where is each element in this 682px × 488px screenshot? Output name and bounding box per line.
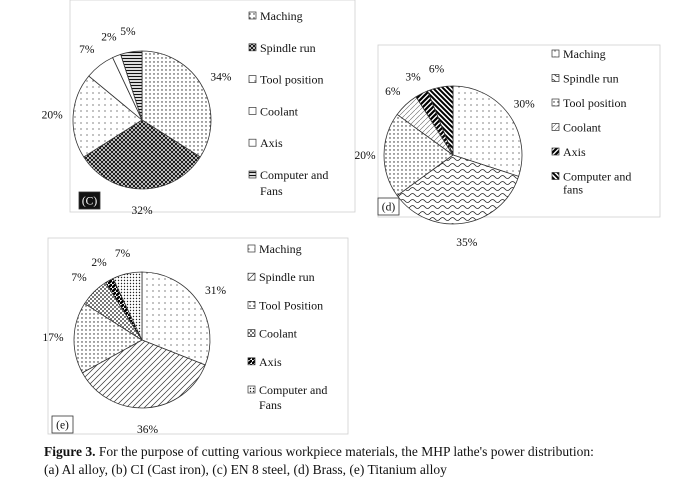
- legend-swatch: [248, 138, 257, 147]
- legend-label: Spindle run: [563, 72, 619, 86]
- legend-label: Axis: [260, 136, 283, 150]
- legend-swatch: [551, 147, 560, 156]
- legend-label: Coolant: [563, 121, 602, 135]
- legend-swatch: [247, 301, 256, 309]
- slice-data-label: 36%: [137, 424, 159, 436]
- slice-data-label: 32%: [131, 205, 153, 217]
- caption-figure-number: Figure 3.: [44, 444, 96, 459]
- slice-data-label: 35%: [456, 237, 478, 249]
- panel-label: (C): [82, 196, 98, 208]
- legend-label: Spindle run: [260, 41, 316, 55]
- caption-line-1: Figure 3. For the purpose of cutting var…: [44, 443, 674, 461]
- pie-chart-1: 30% 35% 20% 6% 3% 6% Maching Spindle run Tool po…: [354, 44, 661, 249]
- legend-swatch: [247, 357, 256, 366]
- legend-label: Computer and: [563, 170, 631, 184]
- figure-caption: Figure 3. For the purpose of cutting var…: [44, 443, 674, 479]
- slice-data-label: 3%: [405, 72, 421, 84]
- caption-text: For the purpose of cutting various workp…: [95, 444, 594, 459]
- legend-swatch: [551, 172, 560, 180]
- pie-chart-0: 34% 32% 20% 7% 2% 5% Maching Spindle run Tool po…: [42, 0, 356, 217]
- chart-frame: [69, 0, 356, 213]
- pie-slice: [141, 271, 211, 366]
- slice-data-label: 7%: [79, 44, 95, 56]
- legend-label: Axis: [563, 145, 586, 159]
- pie-slice: [120, 50, 143, 121]
- slice-data-label: 6%: [385, 86, 401, 98]
- slice-data-label: 20%: [354, 150, 376, 162]
- slice-data-label: 7%: [71, 272, 87, 284]
- slice-data-label: 7%: [115, 248, 131, 260]
- legend-label: Spindle run: [259, 270, 315, 284]
- legend-label: Maching: [260, 9, 303, 23]
- legend-swatch: [551, 123, 560, 131]
- panel-label: (e): [56, 420, 69, 432]
- legend-label: Fans: [260, 184, 283, 198]
- legend-swatch: [551, 49, 560, 58]
- slice-data-label: 30%: [514, 98, 536, 110]
- legend-label: Fans: [259, 398, 282, 412]
- legend-swatch: [551, 98, 560, 107]
- pie-slice: [112, 271, 143, 341]
- legend-swatch: [248, 43, 257, 52]
- legend-label: Tool Position: [259, 298, 323, 312]
- legend-label: Tool position: [260, 73, 324, 87]
- panel-label-box: [78, 191, 101, 210]
- panel-label-box: [51, 415, 74, 434]
- legend-label: Axis: [259, 355, 282, 369]
- caption-line-2: (a) Al alloy, (b) CI (Cast iron), (c) EN…: [44, 462, 447, 477]
- slice-data-label: 20%: [42, 109, 64, 121]
- panel-label: (d): [382, 202, 396, 214]
- legend-label: Computer and: [260, 168, 328, 182]
- panel-label-box: [377, 197, 400, 216]
- legend-label: Maching: [259, 242, 302, 256]
- pie-chart-2: 31% 36% 17% 7% 2% 7% Maching Spindle run Tool Po…: [42, 237, 349, 436]
- slice-data-label: 5%: [120, 26, 136, 38]
- legend-swatch: [248, 170, 257, 179]
- legend-swatch: [248, 75, 257, 83]
- legend-label: Computer and: [259, 383, 327, 397]
- pie-slice: [83, 119, 201, 190]
- chart-frame: [47, 237, 349, 435]
- legend-swatch: [551, 74, 560, 82]
- slice-data-label: 2%: [101, 31, 117, 43]
- slice-data-label: 34%: [210, 72, 232, 84]
- pie-slice: [383, 113, 454, 197]
- pie-slice: [81, 339, 206, 409]
- pie-slice: [427, 85, 454, 156]
- legend-label: Maching: [563, 47, 606, 61]
- legend-label: Coolant: [260, 104, 299, 118]
- legend-swatch: [247, 244, 256, 253]
- slice-data-label: 17%: [42, 332, 64, 344]
- legend-swatch: [248, 11, 257, 20]
- chart-frame: [377, 44, 661, 218]
- legend-label: Coolant: [259, 327, 298, 341]
- pie-slice: [396, 154, 520, 225]
- slice-data-label: 2%: [91, 257, 107, 269]
- legend-swatch: [248, 107, 257, 115]
- slice-data-label: 31%: [205, 285, 227, 297]
- legend-swatch: [247, 329, 256, 337]
- legend-label: Tool position: [563, 96, 627, 110]
- pie-slice: [72, 75, 143, 158]
- pie-slice: [452, 85, 523, 177]
- legend-swatch: [247, 385, 256, 394]
- legend-swatch: [247, 272, 256, 281]
- pie-slice: [73, 303, 143, 374]
- legend-label: fans: [563, 183, 583, 197]
- slice-data-label: 6%: [429, 64, 445, 76]
